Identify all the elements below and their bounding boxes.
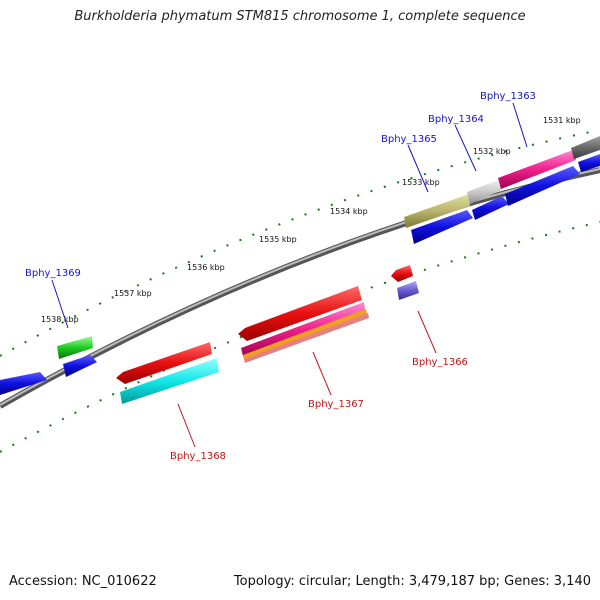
kbp-label: 1533 kbp <box>402 178 440 187</box>
leader-line-bphy1365 <box>407 144 429 193</box>
gene-feature-blue-bphy1365[interactable] <box>411 210 473 244</box>
leader-line-bphy1366 <box>417 310 437 354</box>
gene-label-bphy1365[interactable]: Bphy_1365 <box>381 134 437 145</box>
kbp-label: 1535 kbp <box>259 235 297 244</box>
gene-feature-red-bphy1368[interactable] <box>116 342 212 384</box>
gene-label-bphy1369[interactable]: Bphy_1369 <box>25 268 81 279</box>
kbp-label: 1532 kbp <box>473 147 511 156</box>
kbp-label: 1534 kbp <box>330 207 368 216</box>
gene-feature-green-bphy1369[interactable] <box>57 336 93 359</box>
gene-feature-blue-bphy1369[interactable] <box>63 355 97 377</box>
kbp-label: 1531 kbp <box>543 116 581 125</box>
gene-feature-blue-right[interactable] <box>578 154 600 172</box>
chromosome-backbone <box>0 167 600 409</box>
gene-feature-red-bphy1366[interactable] <box>391 265 413 282</box>
gene-feature-orange-bphy1367[interactable] <box>243 309 367 360</box>
map-title: Burkholderia phymatum STM815 chromosome … <box>74 9 526 24</box>
gene-feature-lightgray-bphy1364[interactable] <box>467 180 502 204</box>
leader-line-bphy1367 <box>312 351 332 396</box>
gene-feature-salmon-bphy1367[interactable] <box>244 313 369 363</box>
gene-feature-darkgray-right[interactable] <box>571 136 600 159</box>
gene-feature-blue-bphy1364[interactable] <box>472 196 509 220</box>
leader-line-bphy1363 <box>512 102 528 148</box>
kbp-label: 1538 kbp <box>41 315 79 324</box>
leader-line-bphy1368 <box>177 403 196 448</box>
accession-text: Accession: NC_010622 <box>9 574 157 589</box>
gene-feature-red-bphy1367[interactable] <box>238 286 362 341</box>
leader-line-bphy1369 <box>51 279 69 329</box>
kbp-label: 1537 kbp <box>114 289 152 298</box>
gene-feature-olive-bphy1365[interactable] <box>404 194 470 228</box>
gene-label-bphy1368[interactable]: Bphy_1368 <box>170 451 226 462</box>
leader-line-bphy1364 <box>454 124 477 172</box>
gene-feature-purple-bphy1366[interactable] <box>397 281 419 300</box>
gene-label-bphy1367[interactable]: Bphy_1367 <box>308 399 364 410</box>
gene-feature-blue-bphy1363[interactable] <box>505 166 580 206</box>
gene-feature-cyan-bphy1368[interactable] <box>120 358 219 404</box>
gene-label-bphy1363[interactable]: Bphy_1363 <box>480 91 536 102</box>
gene-feature-pink-bphy1367[interactable] <box>241 302 365 356</box>
gene-label-bphy1364[interactable]: Bphy_1364 <box>428 114 484 125</box>
topology-summary: Topology: circular; Length: 3,479,187 bp… <box>233 574 591 589</box>
gene-feature-blue-left[interactable] <box>0 372 47 395</box>
kbp-label: 1536 kbp <box>187 263 225 272</box>
gene-feature-pink-bphy1363[interactable] <box>498 150 576 189</box>
gene-label-bphy1366[interactable]: Bphy_1366 <box>412 357 468 368</box>
